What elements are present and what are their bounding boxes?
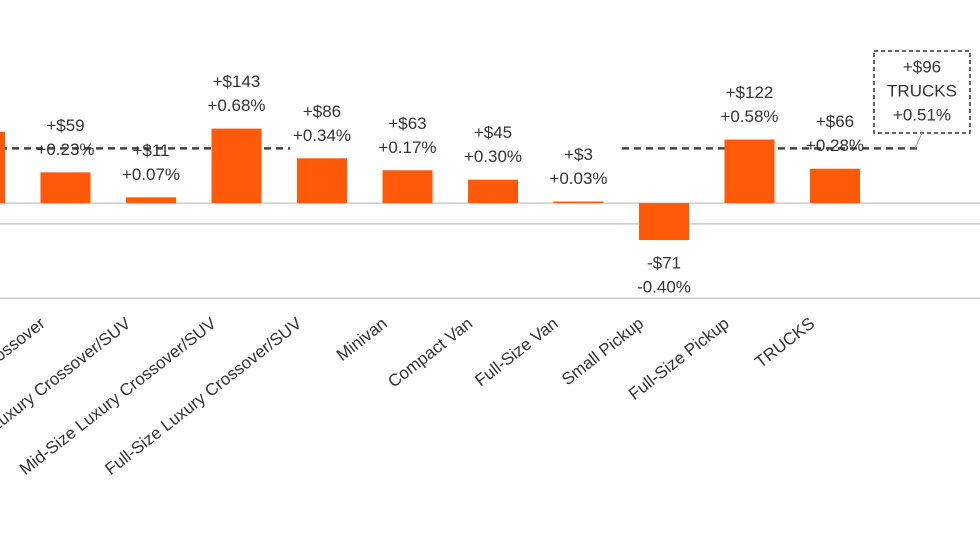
- annotation-text: +0.51%: [893, 105, 951, 124]
- pct-label: +0.28%: [806, 136, 864, 155]
- bar: [382, 170, 433, 204]
- pct-label: -0.40%: [637, 278, 691, 297]
- bar: [639, 203, 689, 241]
- pct-label: +0.17%: [378, 138, 436, 157]
- bar: [126, 197, 176, 204]
- x-tick-label: Full-Size Van: [471, 314, 561, 390]
- bar: [297, 158, 347, 204]
- value-label: +$63: [388, 114, 426, 133]
- pct-label: +0.58%: [720, 107, 778, 126]
- annotation-text: +$96: [903, 57, 941, 76]
- annotation-text: TRUCKS: [887, 81, 957, 100]
- x-tick-label: Minivan: [333, 314, 391, 365]
- value-label: +$59: [46, 116, 84, 135]
- bar: [810, 168, 860, 204]
- value-label: +$143: [213, 72, 261, 91]
- pct-label: +0.68%: [207, 96, 265, 115]
- annotation-connector: [914, 132, 923, 149]
- value-label: +$122: [726, 83, 774, 102]
- bar: [211, 128, 262, 204]
- pct-label: +0.30%: [464, 147, 522, 166]
- annotation-box: [873, 50, 971, 134]
- x-tick-label: Compact Van: [384, 314, 476, 392]
- bar: [0, 131, 5, 204]
- bar: [40, 172, 91, 204]
- value-label: +$3: [564, 145, 593, 164]
- pct-label: +0.07%: [122, 165, 180, 184]
- bar: [553, 201, 604, 204]
- bar: [468, 179, 518, 204]
- value-label: +$11: [132, 141, 169, 160]
- value-label: +$86: [303, 102, 341, 121]
- bar: [724, 139, 775, 204]
- x-tick-label: TRUCKS: [751, 314, 818, 372]
- value-label: +$66: [816, 112, 854, 131]
- pct-label: +0.03%: [549, 169, 607, 188]
- value-label: -$71: [647, 254, 681, 273]
- pct-label: +0.23%: [36, 140, 94, 159]
- pct-label: +0.34%: [293, 126, 351, 145]
- value-label: +$45: [474, 123, 512, 142]
- x-tick-label: Small Pickup: [558, 314, 647, 389]
